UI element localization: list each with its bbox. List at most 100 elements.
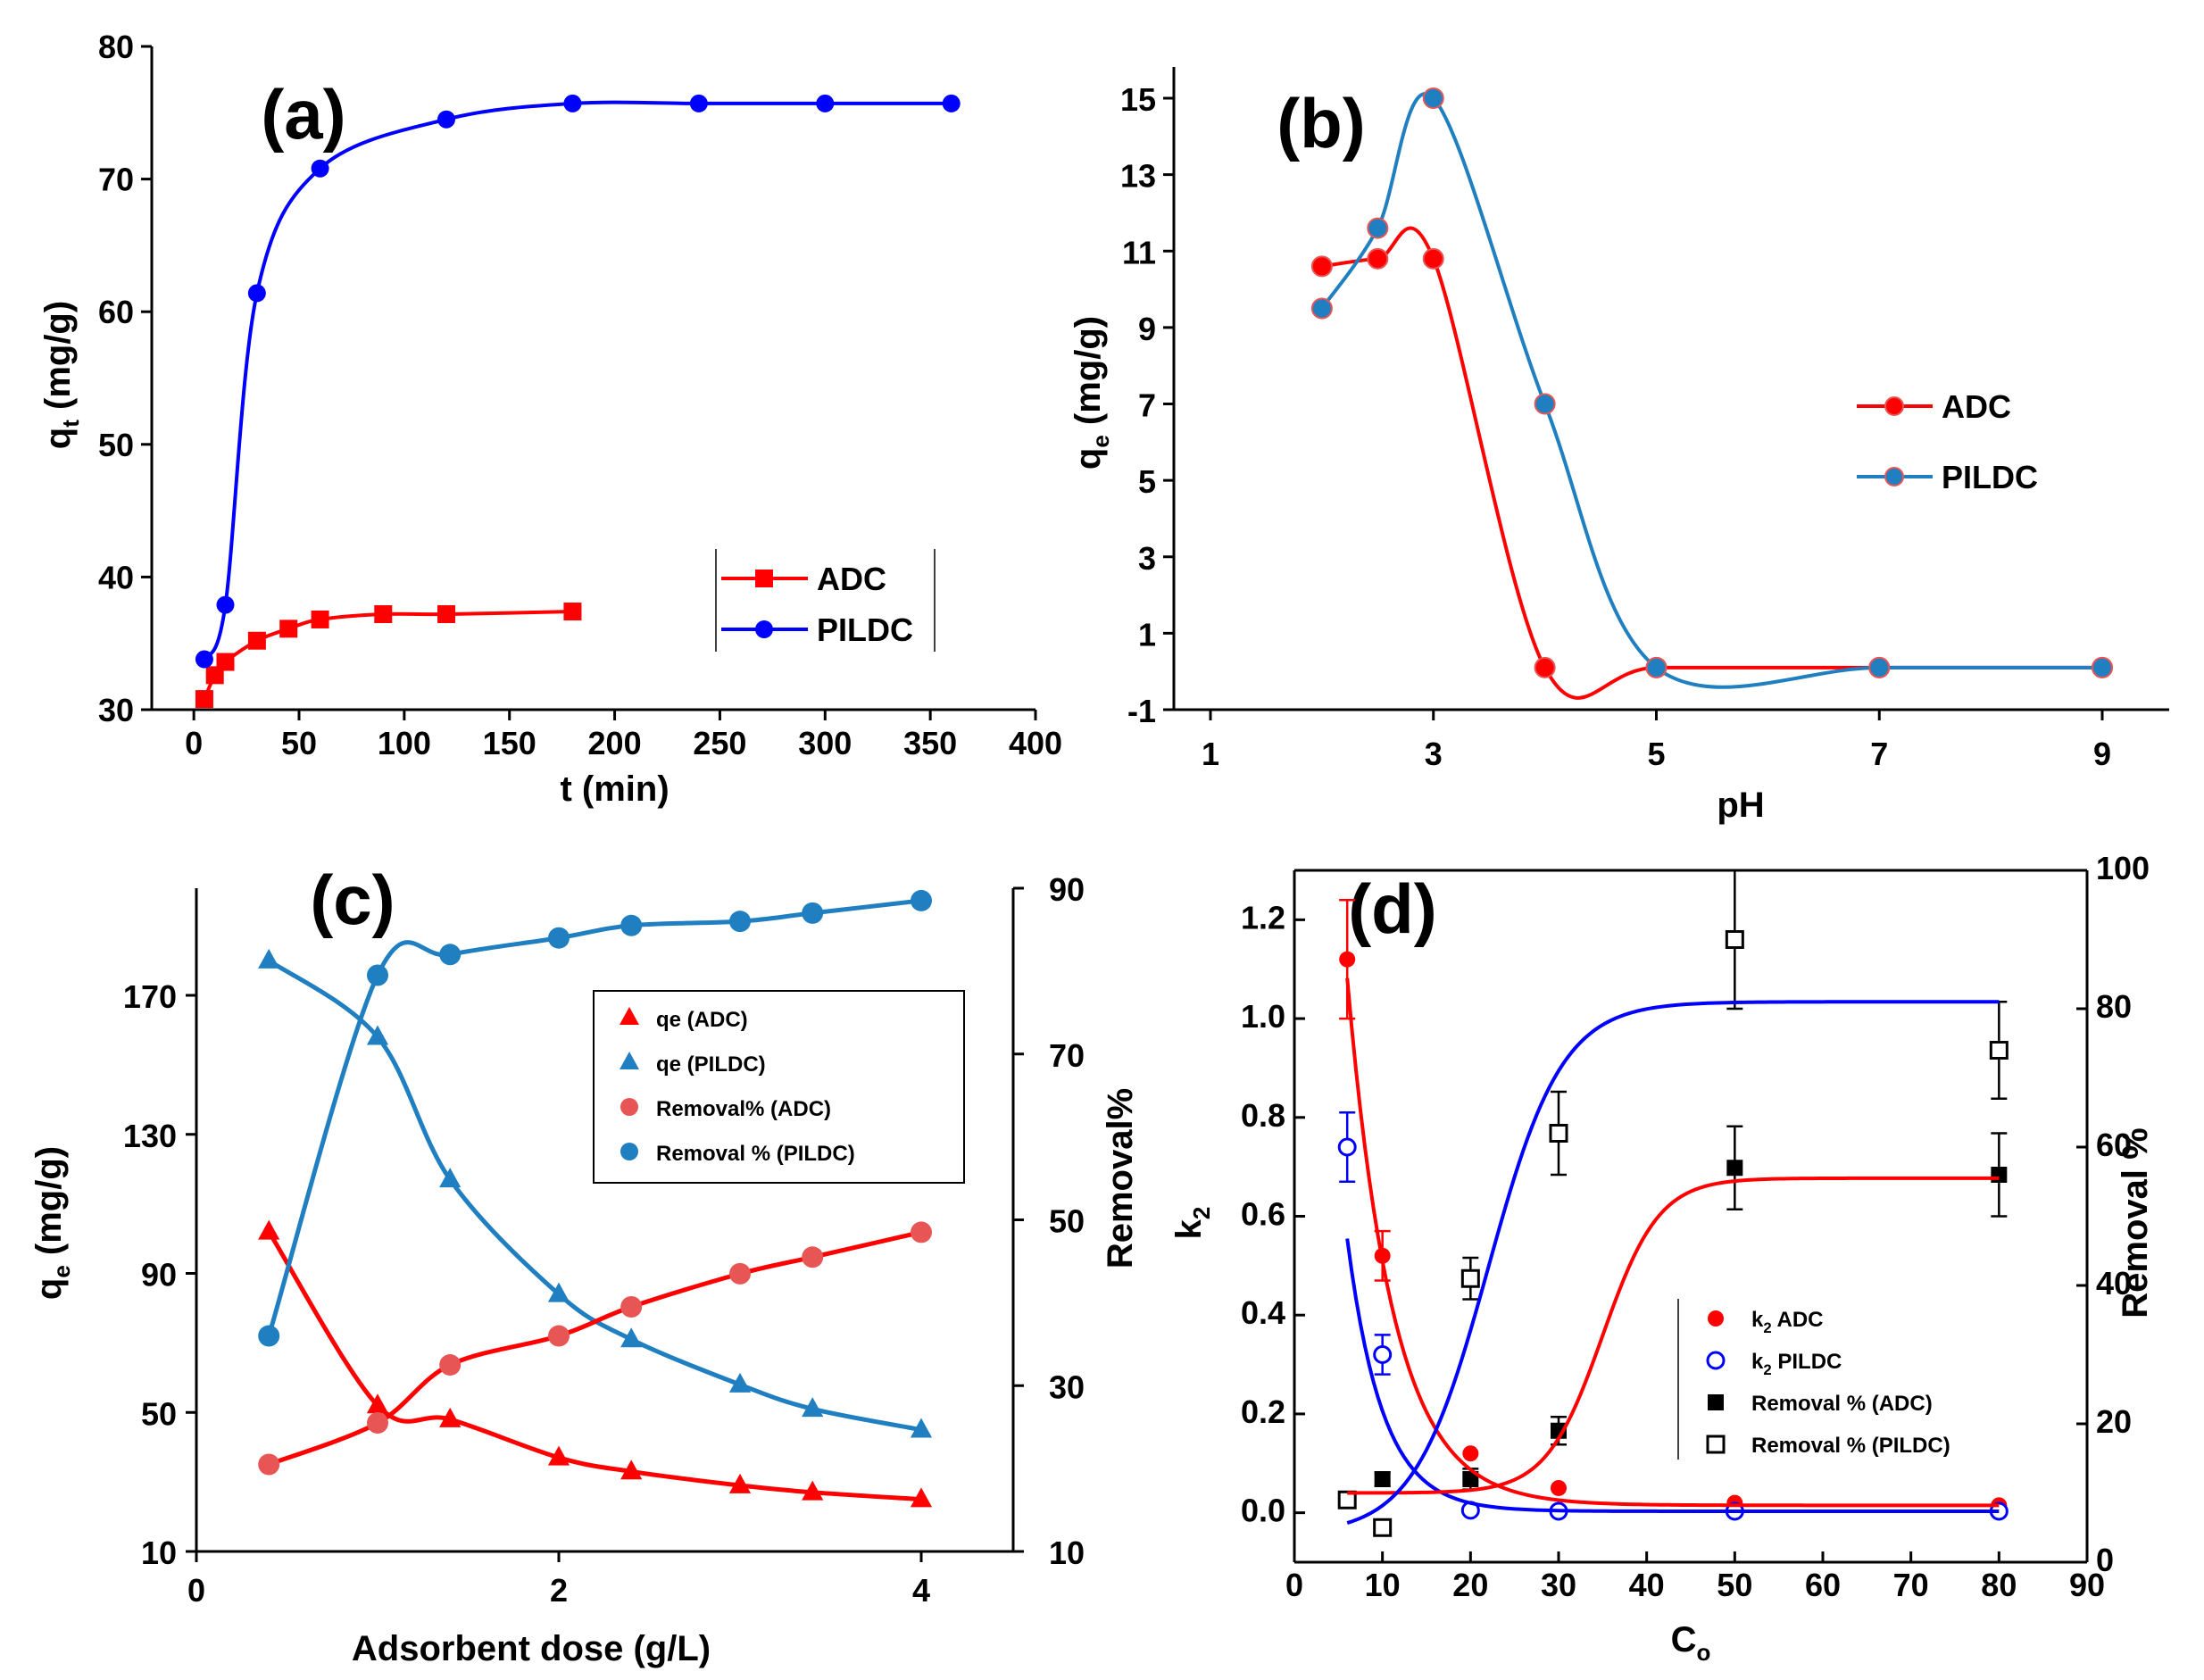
panel-label: (b)	[1277, 84, 1366, 162]
data-point-ADC	[1367, 247, 1389, 270]
y2-tick-label: 90	[1049, 871, 1085, 908]
data-point-Removal % (PILDC)	[729, 911, 751, 933]
legend-label: Removal% (ADC)	[656, 1097, 831, 1121]
data-point-0	[1551, 1479, 1567, 1496]
data-point-PILDC	[195, 650, 213, 669]
x-tick-label: 250	[693, 725, 746, 761]
legend-label: Removal % (PILDC)	[1751, 1434, 1950, 1458]
y2-tick-label: 100	[2096, 850, 2150, 886]
data-point-0	[1339, 951, 1356, 968]
y-axis-label: qt (mg/g)	[38, 301, 84, 449]
x-tick-label: 7	[1870, 736, 1888, 772]
data-point-Removal % (PILDC)	[258, 1325, 280, 1347]
x-tick-label: 5	[1647, 736, 1665, 772]
data-point-Removal % (PILDC)	[367, 964, 388, 986]
y2-tick-label: 80	[2096, 988, 2132, 1025]
data-point-Removal% (ADC)	[439, 1354, 462, 1376]
data-point-qe (PILDC)	[366, 1025, 389, 1045]
data-point-PILDC	[2092, 656, 2113, 678]
x-tick-label: 4	[912, 1572, 930, 1609]
legend-marker	[755, 570, 773, 587]
legend-label: qe (PILDC)	[656, 1052, 766, 1077]
data-point-Removal% (ADC)	[802, 1246, 824, 1268]
y-tick-label: 0.8	[1241, 1097, 1285, 1134]
fit-k2-PILDC	[1345, 1238, 2000, 1513]
data-point-Removal % (PILDC)	[802, 902, 824, 924]
legend-marker	[1706, 1435, 1726, 1454]
data-point-Removal % (PILDC)	[620, 914, 643, 936]
y-tick-label: 0.6	[1241, 1196, 1285, 1233]
legend-label: Removal % (ADC)	[1751, 1392, 1933, 1416]
x-tick-label: 300	[798, 725, 852, 761]
y2-tick-label: 20	[2096, 1403, 2132, 1440]
y-tick-label: 9	[1138, 311, 1156, 347]
y-tick-label: 40	[98, 559, 134, 595]
legend-label: k2 ADC	[1751, 1308, 1823, 1336]
x-tick-label: 0	[187, 1572, 205, 1609]
data-point-PILDC	[1868, 656, 1891, 678]
y-tick-label: 10	[141, 1534, 177, 1571]
y-axis-label: k2	[1169, 1207, 1215, 1240]
y-tick-label: 0.2	[1241, 1393, 1285, 1430]
data-point-Removal% (ADC)	[367, 1412, 388, 1435]
data-point-3	[1549, 1124, 1568, 1143]
data-point-qe (PILDC)	[547, 1282, 570, 1302]
data-point-3	[1460, 1268, 1480, 1288]
data-point-ADC	[216, 653, 235, 671]
y-tick-label: 90	[141, 1257, 177, 1293]
data-point-qe (PILDC)	[258, 948, 280, 969]
data-point-qe (PILDC)	[802, 1397, 824, 1418]
data-point-ADC	[1534, 656, 1556, 678]
x-tick-label: 350	[903, 725, 957, 761]
y-tick-label: 70	[98, 162, 134, 198]
x-tick-label: 1	[1202, 736, 1219, 772]
data-point-Removal % (PILDC)	[439, 944, 462, 966]
data-point-Removal % (PILDC)	[911, 889, 932, 911]
y-tick-label: 0.0	[1241, 1493, 1285, 1529]
x-tick-label: 3	[1425, 736, 1443, 772]
x-tick-label: 2	[550, 1572, 568, 1609]
data-point-ADC	[247, 631, 266, 650]
data-point-Removal% (ADC)	[729, 1262, 751, 1285]
legend-label: qe (ADC)	[656, 1008, 748, 1032]
data-point-PILDC	[816, 94, 835, 112]
x-axis-label: Co	[1671, 1620, 1711, 1666]
panel-label: (d)	[1348, 869, 1437, 948]
legend-marker	[1708, 1310, 1724, 1327]
data-point-2	[1991, 1167, 2008, 1183]
data-point-qe (PILDC)	[910, 1418, 933, 1438]
legend-label: PILDC	[1942, 459, 2038, 495]
data-point-PILDC	[1310, 297, 1333, 320]
x-tick-label: 30	[1541, 1567, 1576, 1603]
data-point-1	[1337, 1137, 1357, 1157]
panel-d: 0 10 20 30 40 50 60 70 80 90 0.0 0.2 0.4 0.6 0.8 1.0 1.2…	[1169, 850, 2155, 1666]
y-tick-label: 30	[98, 692, 134, 728]
x-tick-label: 0	[1285, 1567, 1303, 1603]
data-point-qe (ADC)	[439, 1407, 462, 1427]
y-tick-label: 1.2	[1241, 899, 1285, 936]
legend: qe (ADC) qe (PILDC) Removal% (ADC) Removal …	[593, 990, 965, 1184]
x-tick-label: 50	[1717, 1567, 1752, 1603]
data-point-Removal% (ADC)	[548, 1325, 570, 1347]
data-point-qe (ADC)	[910, 1487, 933, 1508]
x-tick-label: 40	[1629, 1567, 1665, 1603]
y-tick-label: 170	[123, 978, 177, 1015]
y-axis-label: qe (mg/g)	[1069, 316, 1114, 470]
data-point-ADC	[1422, 247, 1444, 270]
panel-label: (c)	[310, 861, 395, 939]
series-line-Removal% (ADC)	[268, 1229, 922, 1467]
series-line-ADC	[203, 610, 573, 700]
x-tick-label: 80	[1981, 1567, 2017, 1603]
data-point-PILDC	[942, 94, 961, 112]
y-tick-label: 3	[1138, 540, 1156, 577]
legend-marker	[1708, 1394, 1724, 1410]
data-point-ADC	[311, 610, 329, 628]
data-point-PILDC	[1422, 87, 1444, 109]
data-point-2	[1462, 1471, 1479, 1487]
x-axis-label: pH	[1717, 786, 1764, 825]
x-tick-label: 100	[378, 725, 431, 761]
x-tick-label: 50	[281, 725, 317, 761]
fit-removal-PILDC	[1346, 1000, 2000, 1525]
data-point-2	[1374, 1471, 1391, 1487]
